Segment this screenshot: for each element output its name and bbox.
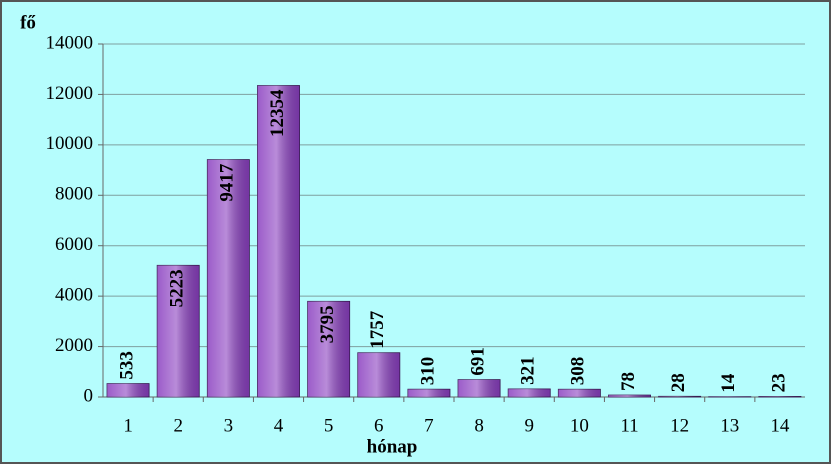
bar-shine bbox=[758, 396, 801, 397]
x-tick-label: 2 bbox=[173, 415, 183, 436]
value-label: 533 bbox=[116, 351, 137, 380]
bar-shine bbox=[207, 159, 250, 397]
value-label: 308 bbox=[568, 357, 589, 386]
value-label: 12354 bbox=[267, 89, 288, 137]
value-label: 5223 bbox=[167, 269, 188, 307]
x-tick-label: 14 bbox=[770, 415, 790, 436]
y-tick-label: 10000 bbox=[46, 133, 94, 154]
x-tick-label: 3 bbox=[224, 415, 234, 436]
value-label: 310 bbox=[417, 357, 438, 386]
x-tick-label: 5 bbox=[324, 415, 334, 436]
x-axis-label: hónap bbox=[367, 436, 418, 457]
y-tick-label: 8000 bbox=[55, 184, 93, 205]
x-tick-label: 13 bbox=[720, 415, 739, 436]
x-tick-label: 12 bbox=[670, 415, 689, 436]
bar-shine bbox=[458, 379, 501, 397]
bar-shine bbox=[157, 265, 200, 397]
y-tick-label: 12000 bbox=[46, 83, 94, 104]
x-tick-label: 6 bbox=[374, 415, 384, 436]
value-label: 321 bbox=[518, 356, 539, 385]
y-axis-label: fő bbox=[20, 12, 36, 33]
value-label: 691 bbox=[467, 347, 488, 376]
value-label: 28 bbox=[668, 373, 689, 392]
bar-shine bbox=[608, 395, 651, 397]
bar-shine bbox=[307, 301, 350, 397]
value-label: 78 bbox=[618, 372, 639, 391]
bar-shine bbox=[558, 389, 601, 397]
y-tick-label: 14000 bbox=[46, 32, 94, 53]
bar-shine bbox=[508, 388, 551, 397]
value-label: 9417 bbox=[217, 163, 238, 202]
bar-shine bbox=[407, 389, 450, 397]
y-tick-label: 2000 bbox=[55, 335, 93, 356]
bar-shine bbox=[658, 396, 701, 397]
value-label: 1757 bbox=[367, 310, 388, 349]
x-tick-label: 9 bbox=[524, 415, 534, 436]
y-tick-label: 0 bbox=[84, 385, 94, 406]
x-tick-label: 7 bbox=[424, 415, 434, 436]
y-tick-label: 6000 bbox=[55, 234, 93, 255]
x-tick-label: 11 bbox=[620, 415, 638, 436]
x-tick-label: 10 bbox=[570, 415, 589, 436]
bar-shine bbox=[257, 85, 300, 397]
x-tick-label: 8 bbox=[474, 415, 484, 436]
value-label: 23 bbox=[768, 373, 789, 392]
value-label: 3795 bbox=[317, 305, 338, 343]
x-tick-label: 4 bbox=[274, 415, 284, 436]
bar-shine bbox=[357, 352, 400, 397]
bar-shine bbox=[107, 383, 150, 397]
y-tick-label: 4000 bbox=[55, 285, 93, 306]
x-tick-label: 1 bbox=[123, 415, 133, 436]
value-label: 14 bbox=[718, 373, 739, 393]
